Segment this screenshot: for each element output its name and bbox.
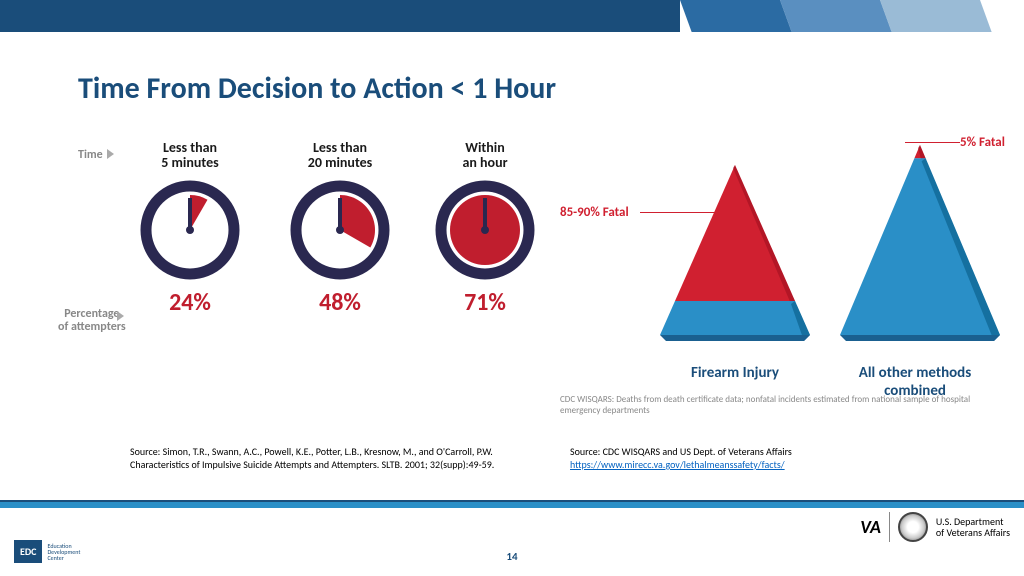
clock-label: Less than20 minutes: [275, 140, 405, 172]
source-right-text: Source: CDC WISQARS and US Dept. of Vete…: [570, 445, 792, 458]
page-title: Time From Decision to Action < 1 Hour: [78, 70, 556, 107]
pyramid-1: All other methods combined: [830, 140, 1000, 400]
va-text: VA: [860, 516, 881, 538]
clock-pct: 71%: [420, 288, 550, 317]
pyramid-label: Firearm Injury: [650, 364, 820, 382]
fatal-label-firearm: 85-90% Fatal: [560, 205, 629, 220]
va-dept: U.S. Departmentof Veterans Affairs: [936, 516, 1010, 538]
clock-icon: [435, 180, 535, 280]
clock-icon: [140, 180, 240, 280]
source-link[interactable]: https://www.mirecc.va.gov/lethalmeanssaf…: [570, 458, 785, 471]
clock-group-0: Less than5 minutes 24%: [125, 140, 255, 317]
pyramid-icon: [650, 160, 820, 350]
clock-icon: [290, 180, 390, 280]
time-arrow-icon: [107, 149, 114, 159]
clock-pct: 24%: [125, 288, 255, 317]
clock-group-2: Withinan hour 71%: [420, 140, 550, 317]
pct-axis-label: Percentageof attempters: [58, 308, 126, 334]
footer-bar: [0, 502, 1024, 508]
clock-group-1: Less than20 minutes 48%: [275, 140, 405, 317]
header-stripe: [0, 0, 1024, 32]
page-number: 14: [0, 550, 1024, 563]
source-left: Source: Simon, T.R., Swann, A.C., Powell…: [130, 445, 530, 471]
pct-arrow-icon: [117, 311, 124, 321]
chart-note: CDC WISQARS: Deaths from death certifica…: [560, 395, 990, 417]
source-right: Source: CDC WISQARS and US Dept. of Vete…: [570, 445, 970, 471]
pyramid-icon: [830, 140, 1000, 350]
clock-label: Withinan hour: [420, 140, 550, 172]
clock-pct: 48%: [275, 288, 405, 317]
time-axis-label: Time: [78, 148, 103, 162]
va-seal-icon: [898, 512, 928, 542]
va-logo: VA U.S. Departmentof Veterans Affairs: [860, 512, 1010, 542]
pyramid-0: Firearm Injury: [650, 160, 820, 382]
clock-label: Less than5 minutes: [125, 140, 255, 172]
